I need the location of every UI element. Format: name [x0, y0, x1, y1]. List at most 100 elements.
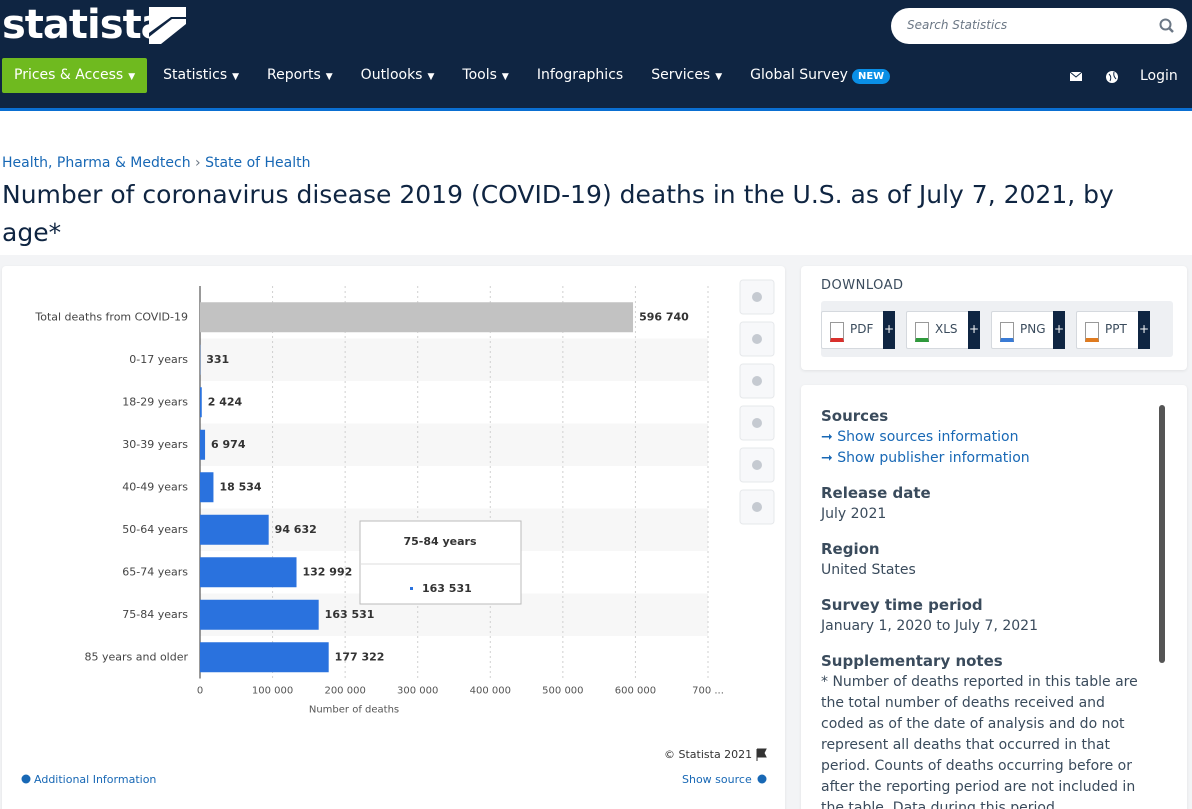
value-label: 163 531 — [325, 608, 375, 621]
download-card: DOWNLOAD PDF + XLS + PNG + PPT + — [801, 266, 1187, 370]
tool-icon — [752, 376, 762, 386]
detail-heading: Release date — [821, 484, 931, 502]
logo[interactable]: statista — [2, 2, 168, 48]
y-tick-label: 40-49 years — [122, 480, 188, 493]
nav-item[interactable]: Services ▼ — [637, 58, 736, 93]
caret: ▼ — [128, 72, 136, 82]
download-bar: PDF + XLS + PNG + PPT + — [821, 301, 1173, 357]
nav-label: Services — [651, 67, 711, 83]
value-label: 596 740 — [639, 310, 689, 323]
y-tick-label: 75-84 years — [122, 608, 188, 621]
download-button[interactable]: PPT + — [1076, 311, 1150, 349]
detail-heading: Region — [821, 540, 880, 558]
link-text: Show publisher information — [837, 450, 1030, 466]
bar[interactable] — [200, 642, 329, 673]
y-tick-label: 18-29 years — [122, 395, 188, 408]
bar[interactable] — [200, 302, 634, 333]
tool-icon — [752, 292, 762, 302]
search-placeholder: Search Statistics — [907, 18, 1008, 32]
chart: 0 100 000 200 000 300 000 400 000 500 000 600 … — [21, 279, 775, 786]
top-section — [0, 111, 1192, 255]
nav-item[interactable]: Reports ▼ — [253, 58, 347, 93]
plus: + — [1138, 311, 1150, 349]
nav: Prices & Access ▼ Statistics ▼ Reports ▼ Outlo… — [2, 58, 904, 93]
bar[interactable] — [200, 557, 297, 588]
y-tick-label: Total deaths from COVID-19 — [34, 310, 188, 323]
bar[interactable] — [200, 472, 214, 503]
nav-label: Statistics — [163, 67, 228, 83]
download-button[interactable]: PDF + — [821, 311, 895, 349]
badge: NEW — [851, 69, 891, 84]
plus: + — [1053, 311, 1065, 349]
detail-heading: Supplementary notes — [821, 652, 1003, 670]
title: Number of coronavirus disease 2019 (COVI… — [2, 180, 1114, 247]
tooltip-swatch — [410, 587, 413, 590]
additional-info[interactable]: Additional Information — [34, 773, 156, 786]
download-label: PNG — [1020, 322, 1046, 336]
caret: ▼ — [501, 72, 509, 82]
file-icon — [1085, 322, 1099, 342]
details-card: Sources ➞ Show sources information ➞ Show … — [801, 385, 1187, 809]
detail-link[interactable]: ➞ Show sources information — [821, 429, 1018, 445]
nav-item[interactable]: Outlooks ▼ — [347, 58, 449, 93]
logo-icon — [149, 7, 186, 44]
detail-heading: Sources — [821, 407, 889, 425]
nav-item[interactable]: Infographics — [523, 58, 637, 93]
tooltip-value: 163 531 — [422, 582, 472, 595]
bar[interactable] — [200, 599, 319, 630]
plus: + — [883, 311, 895, 349]
download-label: XLS — [935, 322, 958, 336]
file-icon — [830, 322, 844, 342]
detail-text: * Number of deaths reported in this tabl… — [821, 674, 1138, 809]
search-box[interactable]: Search Statistics — [891, 8, 1187, 44]
x-tick-label: 100 000 — [252, 686, 293, 697]
crumb[interactable]: State of Health — [205, 155, 311, 171]
nav-item[interactable]: Prices & Access ▼ — [2, 58, 148, 93]
download-button[interactable]: XLS + — [906, 311, 980, 349]
nav-item[interactable]: Tools ▼ — [448, 58, 522, 93]
info-icon — [757, 774, 767, 784]
tool-icon — [752, 460, 762, 470]
value-label: 18 534 — [219, 480, 261, 493]
flag-icon — [756, 748, 767, 761]
caret: ▼ — [325, 72, 333, 82]
bar[interactable] — [200, 514, 269, 545]
value-label: 94 632 — [275, 523, 317, 536]
value-label: 6 974 — [211, 438, 246, 451]
value-label: 331 — [206, 353, 229, 366]
detail-text: July 2021 — [821, 506, 887, 522]
y-tick-label: 0-17 years — [129, 353, 188, 366]
tool-icon — [752, 334, 762, 344]
caret: ▼ — [232, 72, 240, 82]
credit: © Statista 2021 — [664, 748, 752, 761]
tool-icon — [752, 502, 762, 512]
download-label: PPT — [1105, 322, 1127, 336]
row-band — [200, 338, 708, 381]
y-tick-label: 85 years and older — [84, 650, 188, 663]
header-icons — [1069, 71, 1118, 83]
nav-item[interactable]: Global Survey NEW — [736, 58, 904, 93]
download-label: PDF — [850, 322, 874, 336]
nav-item[interactable]: Statistics ▼ — [149, 58, 253, 93]
info-icon — [21, 774, 31, 784]
arrow: ➞ — [821, 429, 838, 445]
x-tick-label: 0 — [197, 686, 203, 697]
bar[interactable] — [200, 429, 206, 460]
search-icon — [1159, 18, 1174, 33]
show-source[interactable]: Show source — [682, 773, 752, 786]
crumb[interactable]: Health, Pharma & Medtech — [2, 155, 191, 171]
scrollbar[interactable] — [1159, 405, 1165, 663]
download-button[interactable]: PNG + — [991, 311, 1065, 349]
bar[interactable] — [200, 387, 202, 418]
nav-label: Global Survey — [750, 67, 848, 83]
login[interactable]: Login — [1140, 68, 1178, 84]
plus: + — [968, 311, 980, 349]
detail-link[interactable]: ➞ Show publisher information — [821, 450, 1030, 466]
y-tick-label: 65-74 years — [122, 565, 188, 578]
value-label: 132 992 — [303, 565, 353, 578]
row-band — [200, 423, 708, 466]
tooltip-title: 75-84 years — [403, 535, 476, 548]
x-tick-label: 700 ... — [692, 686, 724, 697]
y-tick-label: 30-39 years — [122, 438, 188, 451]
nav-label: Reports — [267, 67, 321, 83]
